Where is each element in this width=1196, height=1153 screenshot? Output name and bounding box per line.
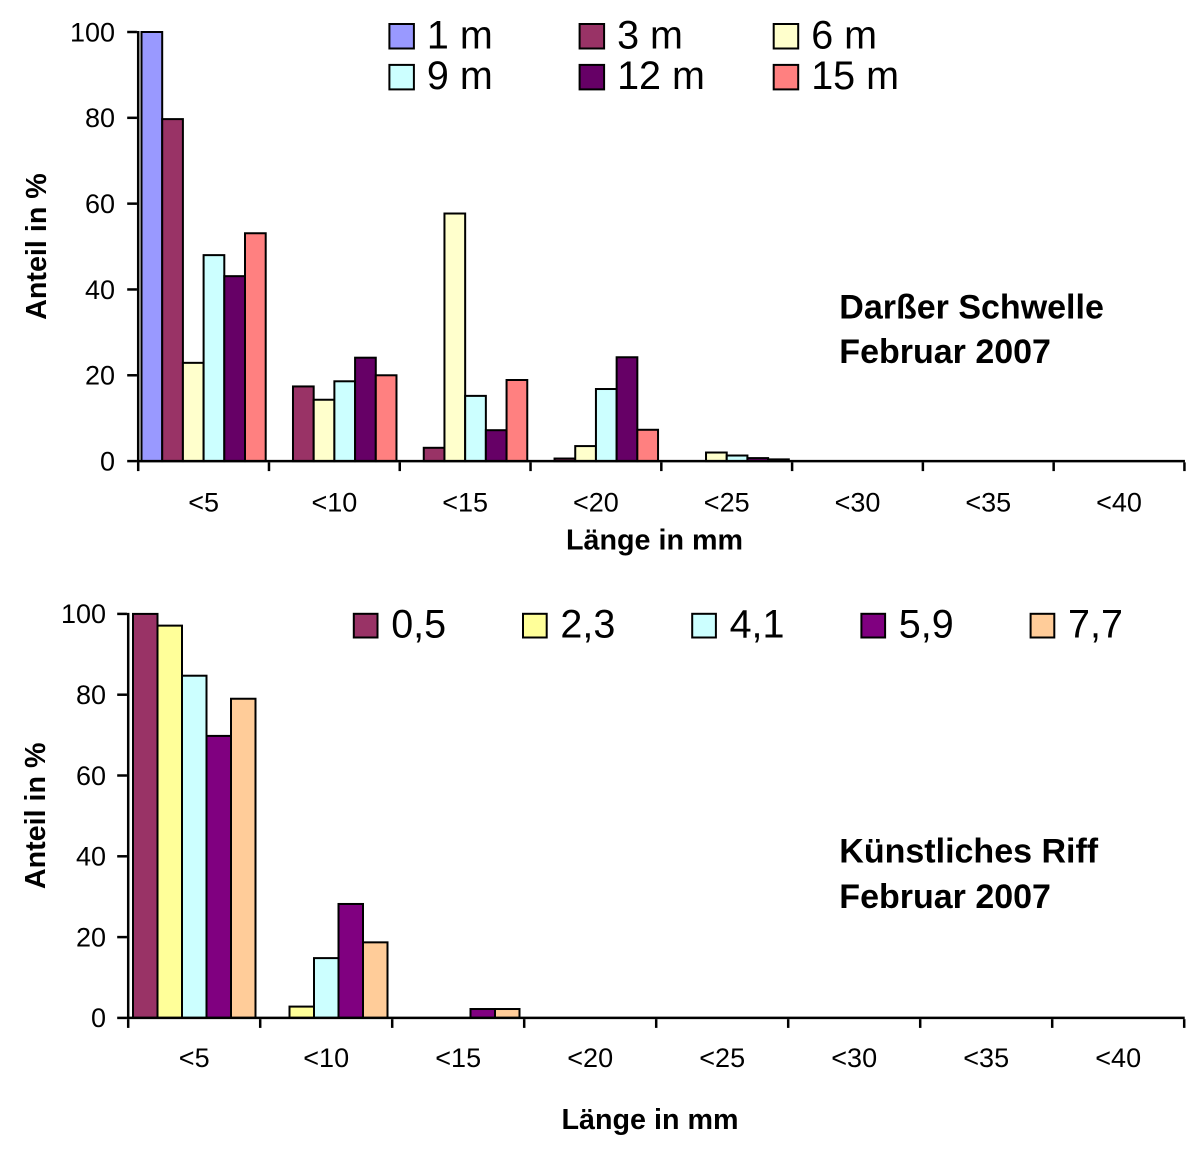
svg-text:100: 100 <box>70 17 115 47</box>
svg-text:20: 20 <box>85 361 115 391</box>
svg-text:<15: <15 <box>442 487 488 517</box>
svg-text:Februar 2007: Februar 2007 <box>839 333 1051 371</box>
svg-text:80: 80 <box>76 680 106 710</box>
svg-text:40: 40 <box>76 842 106 872</box>
svg-text:40: 40 <box>85 275 115 305</box>
svg-text:<20: <20 <box>573 487 619 517</box>
svg-text:Anteil in %: Anteil in % <box>20 742 52 889</box>
svg-text:3 m: 3 m <box>617 13 683 57</box>
svg-text:<40: <40 <box>1096 487 1142 517</box>
svg-text:<35: <35 <box>965 487 1011 517</box>
svg-text:20: 20 <box>76 922 106 952</box>
svg-text:12 m: 12 m <box>617 54 705 98</box>
svg-text:60: 60 <box>76 761 106 791</box>
svg-text:<15: <15 <box>435 1043 481 1073</box>
svg-text:Länge in mm: Länge in mm <box>562 1104 739 1136</box>
svg-text:<30: <30 <box>831 1043 877 1073</box>
svg-text:<20: <20 <box>567 1043 613 1073</box>
svg-text:<35: <35 <box>963 1043 1009 1073</box>
svg-text:<30: <30 <box>835 487 881 517</box>
svg-text:2,3: 2,3 <box>560 602 615 646</box>
svg-text:4,1: 4,1 <box>730 602 785 646</box>
svg-text:<25: <25 <box>704 487 750 517</box>
svg-text:6 m: 6 m <box>811 13 877 57</box>
svg-text:<5: <5 <box>188 487 219 517</box>
svg-text:Darßer Schwelle: Darßer Schwelle <box>839 288 1104 326</box>
svg-text:60: 60 <box>85 189 115 219</box>
svg-text:0,5: 0,5 <box>391 602 446 646</box>
svg-text:<40: <40 <box>1095 1043 1141 1073</box>
svg-text:80: 80 <box>85 103 115 133</box>
svg-text:15 m: 15 m <box>811 54 899 98</box>
svg-text:<10: <10 <box>311 487 357 517</box>
svg-text:Anteil in %: Anteil in % <box>21 173 53 320</box>
svg-text:5,9: 5,9 <box>899 602 954 646</box>
svg-text:<5: <5 <box>179 1043 210 1073</box>
svg-text:1 m: 1 m <box>427 13 493 57</box>
svg-text:Februar 2007: Februar 2007 <box>839 878 1051 916</box>
svg-text:7,7: 7,7 <box>1068 602 1123 646</box>
svg-text:100: 100 <box>61 599 106 629</box>
svg-text:0: 0 <box>100 446 115 476</box>
svg-text:<25: <25 <box>699 1043 745 1073</box>
svg-text:9 m: 9 m <box>427 54 493 98</box>
svg-text:0: 0 <box>91 1003 106 1033</box>
svg-text:<10: <10 <box>303 1043 349 1073</box>
svg-text:Länge in mm: Länge in mm <box>566 524 743 556</box>
svg-text:Künstliches Riff: Künstliches Riff <box>839 832 1098 870</box>
